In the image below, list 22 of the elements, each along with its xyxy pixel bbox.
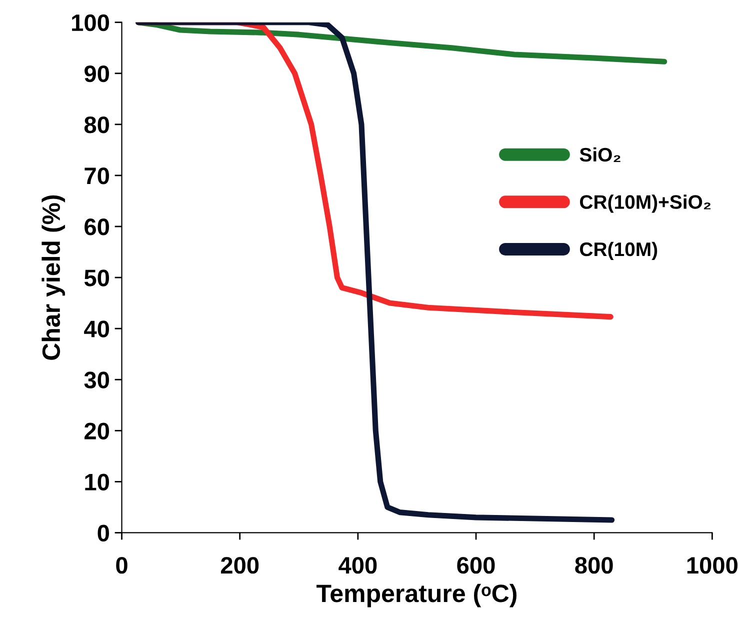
legend-label: CR(10M)+SiO₂ xyxy=(580,194,711,213)
y-tick-label: 20 xyxy=(84,422,109,440)
y-tick-label: 70 xyxy=(84,168,109,184)
x-tick-label: 200 xyxy=(220,556,259,574)
y-tick-label: 40 xyxy=(84,320,109,338)
x-tick-label: 1000 xyxy=(687,556,738,574)
legend-label: CR(10M) xyxy=(580,242,658,260)
y-tick-label: 60 xyxy=(84,218,109,236)
y-tick-label: 30 xyxy=(84,372,109,388)
y-tick-label: 100 xyxy=(72,14,109,32)
y-axis-title: Char yield (%) xyxy=(42,195,66,360)
y-tick-label: 50 xyxy=(84,270,109,286)
y-tick-label: 10 xyxy=(85,474,109,490)
x-tick-label: 400 xyxy=(338,556,377,574)
legend-label: SiO₂ xyxy=(580,147,620,162)
x-tick-label: 0 xyxy=(116,556,128,574)
x-tick-label: 800 xyxy=(575,556,613,574)
y-tick-label: 90 xyxy=(84,65,109,82)
y-tick-label: 0 xyxy=(98,524,109,542)
y-tick-label: 80 xyxy=(84,116,109,134)
x-axis-title: Temperature (ᵒC) xyxy=(316,584,516,608)
x-tick-label: 600 xyxy=(457,556,495,574)
